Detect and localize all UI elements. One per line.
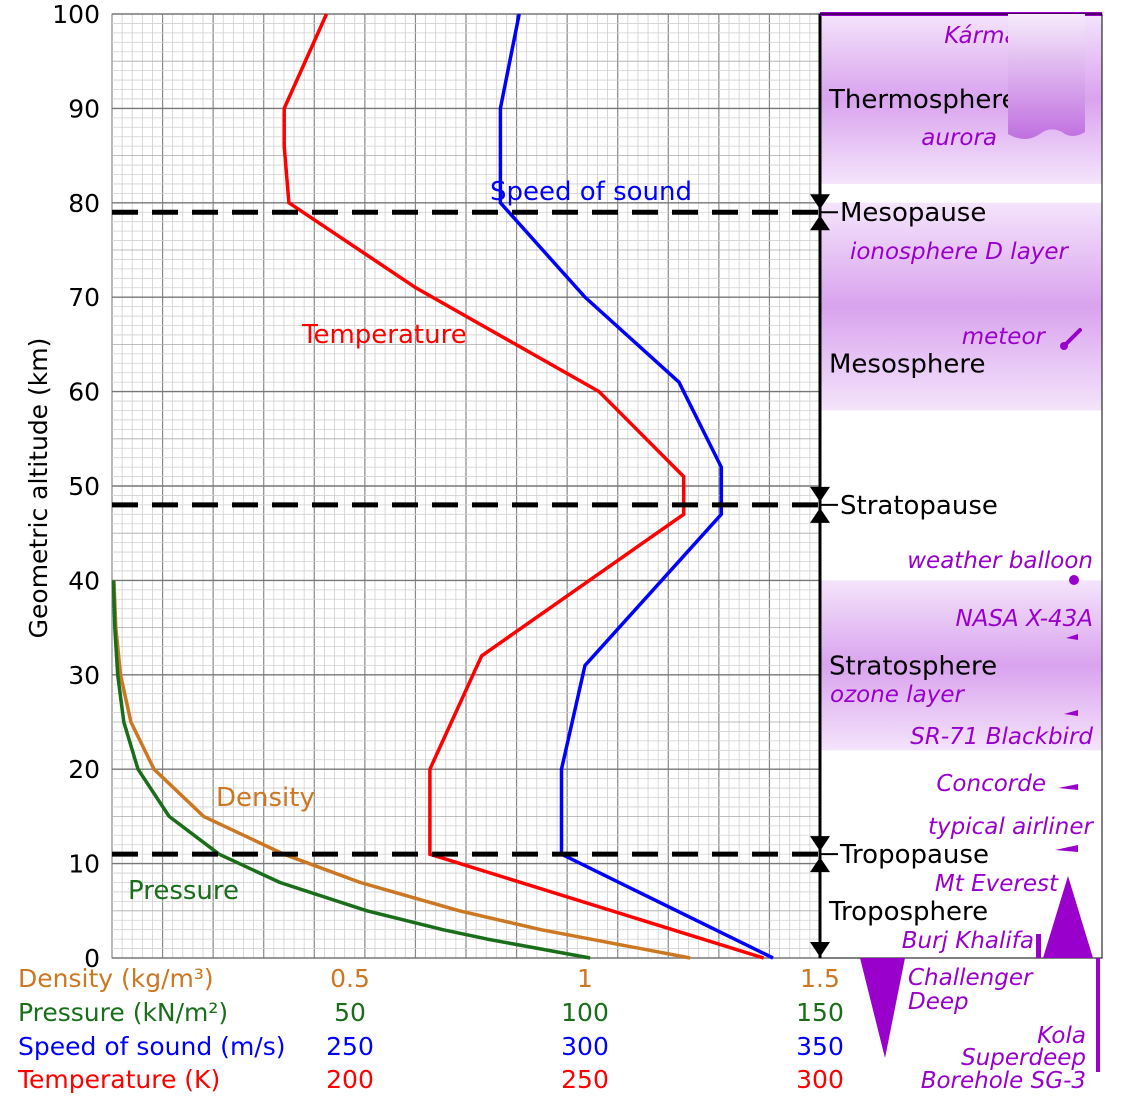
y-tick-label: 100 [52, 0, 100, 29]
mt-everest-icon [1043, 876, 1093, 958]
annotation-kola: Kola [1037, 1023, 1086, 1049]
annotation-borehole: Borehole SG-3 [921, 1068, 1086, 1094]
layer-label-stratosphere: Stratosphere [829, 651, 997, 681]
annotation-burj-khalifa: Burj Khalifa [902, 928, 1034, 954]
scale-tick-temperature: 250 [561, 1065, 609, 1094]
y-tick-label: 40 [68, 566, 100, 595]
airliner-icon [1055, 845, 1078, 852]
band-2 [820, 580, 1102, 751]
annotation-concorde: Concorde [936, 771, 1046, 797]
layer-label-mesosphere: Mesosphere [829, 349, 986, 379]
scale-tick-pressure: 50 [334, 998, 366, 1027]
scale-tick-pressure: 150 [796, 998, 844, 1027]
annotation-typical-airliner: typical airliner [928, 814, 1095, 840]
series-label-temperature: Temperature [301, 320, 467, 350]
meteor-head-icon [1060, 342, 1068, 350]
boundary-arrows [810, 836, 830, 873]
y-tick-label: 20 [68, 755, 100, 784]
annotations: Kármán lineauroraionosphere D layermeteo… [830, 14, 1100, 1094]
series-line-density [112, 580, 691, 960]
y-tick-label: 70 [68, 283, 100, 312]
scale-title-pressure: Pressure (kN/m²) [18, 998, 228, 1027]
x43a-icon [1066, 634, 1078, 640]
annotation-ozone-layer: ozone layer [830, 682, 966, 708]
boundary-label-tropopause: Tropopause [839, 840, 989, 870]
series-lines [111, 13, 774, 960]
sr71-icon [1064, 710, 1078, 716]
annotation-ionosphere-d-layer: ionosphere D layer [850, 239, 1070, 265]
axis-end-arrow [810, 942, 830, 957]
aurora-icon [1008, 14, 1085, 139]
annotation-sr-71-blackbird: SR-71 Blackbird [910, 724, 1093, 750]
series-line-pressure [111, 580, 591, 960]
scale-tick-speed-of-sound: 300 [561, 1032, 609, 1061]
boundary-label-stratopause: Stratopause [840, 491, 998, 521]
annotation-meteor: meteor [962, 324, 1047, 350]
concorde-icon [1058, 784, 1078, 790]
layer-labels: Troposphere Stratosphere Mesosphere Thermos… [828, 85, 1017, 927]
boundary-arrows [810, 486, 830, 523]
series-label-density: Density [216, 783, 315, 813]
scale-tick-density: 0.5 [330, 964, 370, 993]
scale-title-density: Density (kg/m³) [18, 964, 214, 993]
band-1 [820, 202, 1102, 411]
grid [111, 13, 821, 959]
y-tick-label: 30 [68, 661, 100, 690]
series-label-speed-of-sound: Speed of sound [490, 177, 692, 207]
y-tick-label: 0 [84, 944, 100, 973]
scale-title-temperature: Temperature (K) [17, 1065, 220, 1094]
challenger-deep-icon [860, 958, 905, 1058]
y-tick-label: 50 [68, 472, 100, 501]
annotation-mt-everest: Mt Everest [935, 871, 1059, 897]
layer-label-troposphere: Troposphere [828, 897, 988, 927]
annotation-challenger: Challenger [908, 965, 1034, 991]
series-line-temperature [282, 13, 765, 960]
annotation-nasa-x-43a: NASA X-43A [955, 606, 1093, 632]
scale-tick-speed-of-sound: 250 [326, 1032, 374, 1061]
boundary-arrows [810, 194, 830, 231]
scale-tick-speed-of-sound: 350 [796, 1032, 844, 1061]
scale-title-speed-of-sound: Speed of sound (m/s) [18, 1032, 286, 1061]
y-axis-label: Geometric altitude (km) [24, 338, 53, 639]
y-tick-label: 10 [68, 850, 100, 879]
right-panel-border [819, 13, 1103, 959]
x-scales: Density (kg/m³) 0.5 1 1.5 Pressure (kN/m²) 50… [17, 964, 844, 1094]
burj-khalifa-icon [1036, 934, 1041, 958]
scale-tick-pressure: 100 [561, 998, 609, 1027]
annotation-deep: Deep [908, 989, 969, 1015]
y-axis-ticks: 0 10 20 30 40 50 60 70 80 90 100 [52, 0, 100, 973]
series-label-pressure: Pressure [128, 876, 239, 906]
y-tick-label: 80 [68, 189, 100, 218]
y-tick-label: 60 [68, 378, 100, 407]
scale-tick-temperature: 300 [796, 1065, 844, 1094]
annotation-aurora: aurora [921, 125, 997, 151]
y-tick-label: 90 [68, 94, 100, 123]
series-labels: Temperature Speed of sound Density Pressure [128, 177, 692, 906]
annotation-weather-balloon: weather balloon [907, 548, 1093, 574]
layer-label-thermosphere: Thermosphere [828, 85, 1017, 115]
weather-balloon-icon [1069, 575, 1079, 585]
scale-tick-density: 1.5 [800, 964, 840, 993]
scale-tick-temperature: 200 [326, 1065, 374, 1094]
boundary-label-mesopause: Mesopause [840, 198, 986, 228]
scale-tick-density: 1 [577, 964, 593, 993]
annotation-superdeep: Superdeep [961, 1045, 1086, 1071]
series-line-speed-of-sound [498, 13, 774, 960]
